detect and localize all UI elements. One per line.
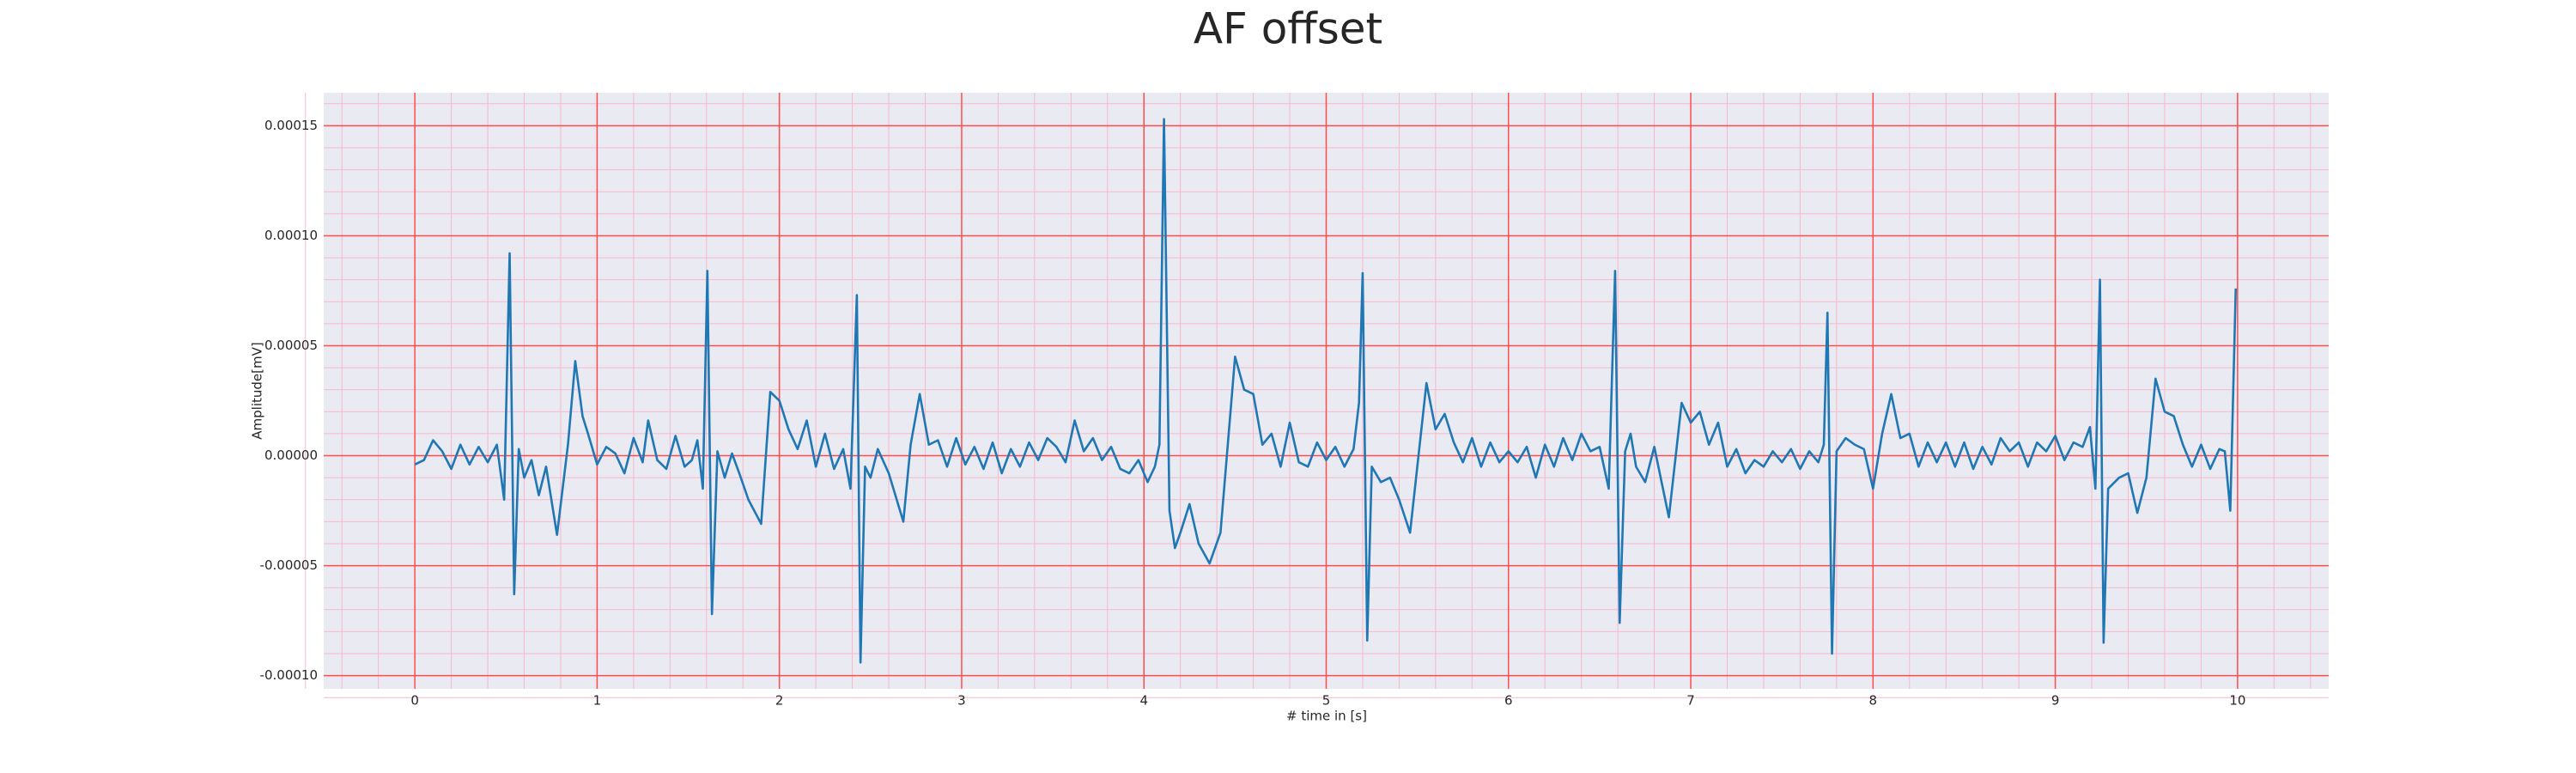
x-tick-label: 8 [1869, 693, 1878, 709]
y-tick-label: 0.00015 [264, 118, 318, 133]
y-axis-label: Amplitude[mV] [250, 342, 265, 439]
x-tick-label: 1 [593, 693, 602, 709]
x-tick-label: 4 [1139, 693, 1148, 709]
x-tick-label: 10 [2229, 693, 2245, 709]
x-tick-label: 0 [410, 693, 419, 709]
y-tick-label: -0.00010 [260, 667, 318, 683]
y-tick-label: 0.00010 [264, 228, 318, 243]
x-tick-label: 2 [775, 693, 784, 709]
x-tick-label: 5 [1322, 693, 1331, 709]
x-tick-label: 6 [1504, 693, 1513, 709]
x-tick-label: 7 [1686, 693, 1695, 709]
chart-title: AF offset [1194, 4, 1382, 54]
x-tick-label: 9 [2051, 693, 2060, 709]
y-tick-label: -0.00005 [260, 557, 318, 573]
line-series [414, 118, 2238, 664]
x-tick-label: 3 [957, 693, 966, 709]
y-tick-label: 0.00005 [264, 338, 318, 353]
x-axis-label: # time in [s] [1286, 709, 1367, 724]
y-tick-label: 0.00000 [264, 447, 318, 463]
